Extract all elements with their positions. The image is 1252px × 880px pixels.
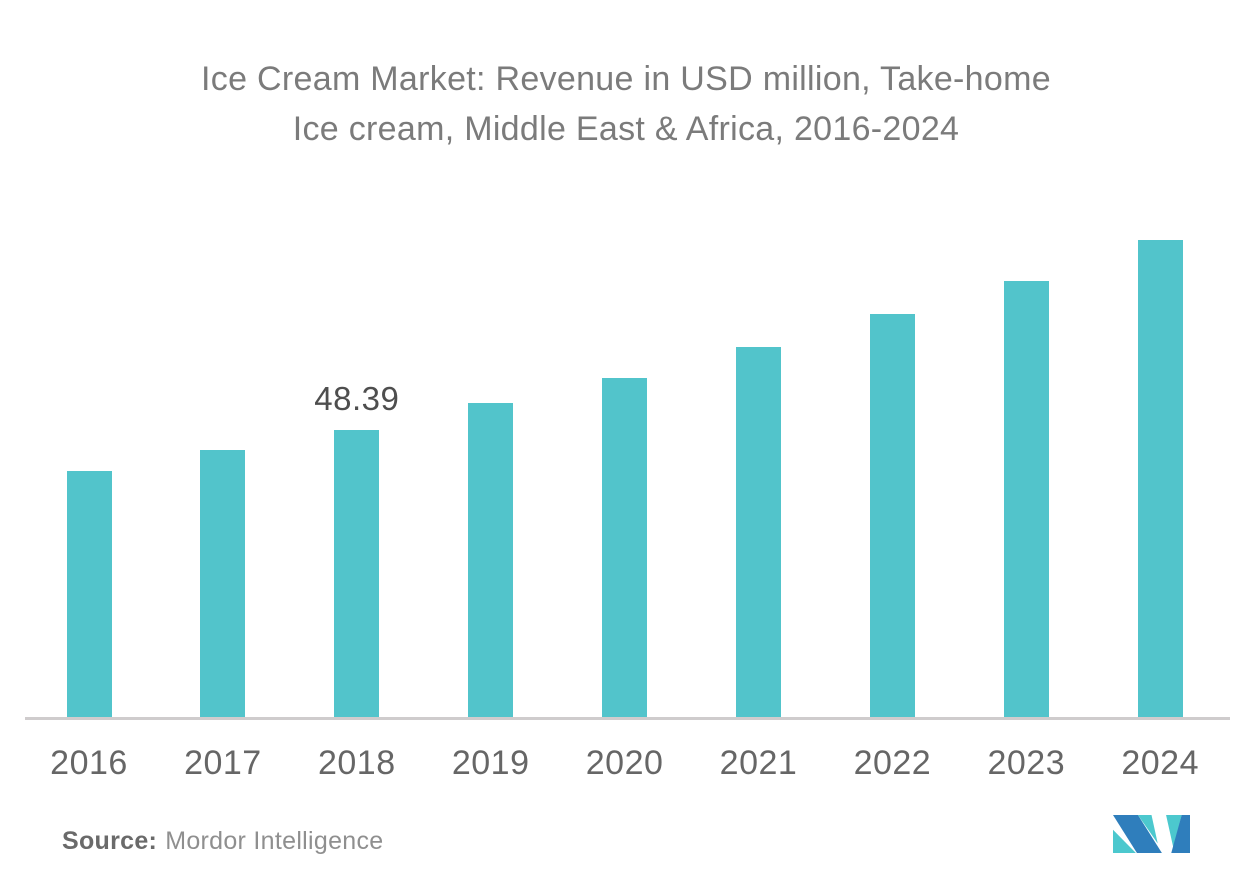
logo-right-teal-triangle	[1166, 815, 1182, 848]
x-label-2022: 2022	[853, 744, 932, 782]
x-label-2016: 2016	[50, 744, 128, 782]
chart-title-line1: Ice Cream Market: Revenue in USD million…	[201, 60, 1051, 98]
bar-2023	[1003, 280, 1049, 718]
data-label-2018: 48.39	[314, 379, 400, 417]
logo-right-blue-stroke	[1171, 815, 1190, 853]
bar-2017	[200, 449, 246, 718]
bar-2024	[1137, 239, 1183, 718]
x-label-2021: 2021	[719, 744, 798, 782]
bars-container: 48.39	[66, 239, 1183, 718]
x-label-2024: 2024	[1121, 744, 1199, 782]
bar-2020	[602, 377, 648, 718]
x-label-2020: 2020	[585, 744, 664, 782]
x-axis-labels: 2016 2017 2018 2019 2020 2021 2022 2023 2024	[0, 718, 1252, 793]
bar-2019	[468, 402, 514, 718]
source-name: Mordor Intelligence	[165, 827, 384, 855]
bar-2016	[66, 470, 112, 718]
chart-title: Ice Cream Market: Revenue in USD million…	[0, 54, 1252, 154]
logo-left-blue-stroke	[1113, 815, 1162, 853]
bar-2022	[869, 313, 915, 718]
bar-chart: 48.39	[25, 239, 1230, 720]
source-label: Source:	[62, 827, 158, 855]
x-label-2023: 2023	[987, 744, 1066, 782]
bar-2018	[334, 429, 380, 718]
bar-2021	[736, 346, 781, 718]
x-label-2019: 2019	[451, 744, 530, 782]
mordor-intelligence-logo	[1113, 815, 1190, 853]
x-axis-line	[25, 717, 1230, 720]
source-note: Source: Mordor Intelligence	[62, 827, 384, 856]
chart-title-line2: Ice cream, Middle East & Africa, 2016-20…	[292, 110, 960, 148]
x-label-2017: 2017	[184, 744, 262, 782]
x-label-2018: 2018	[317, 744, 396, 782]
